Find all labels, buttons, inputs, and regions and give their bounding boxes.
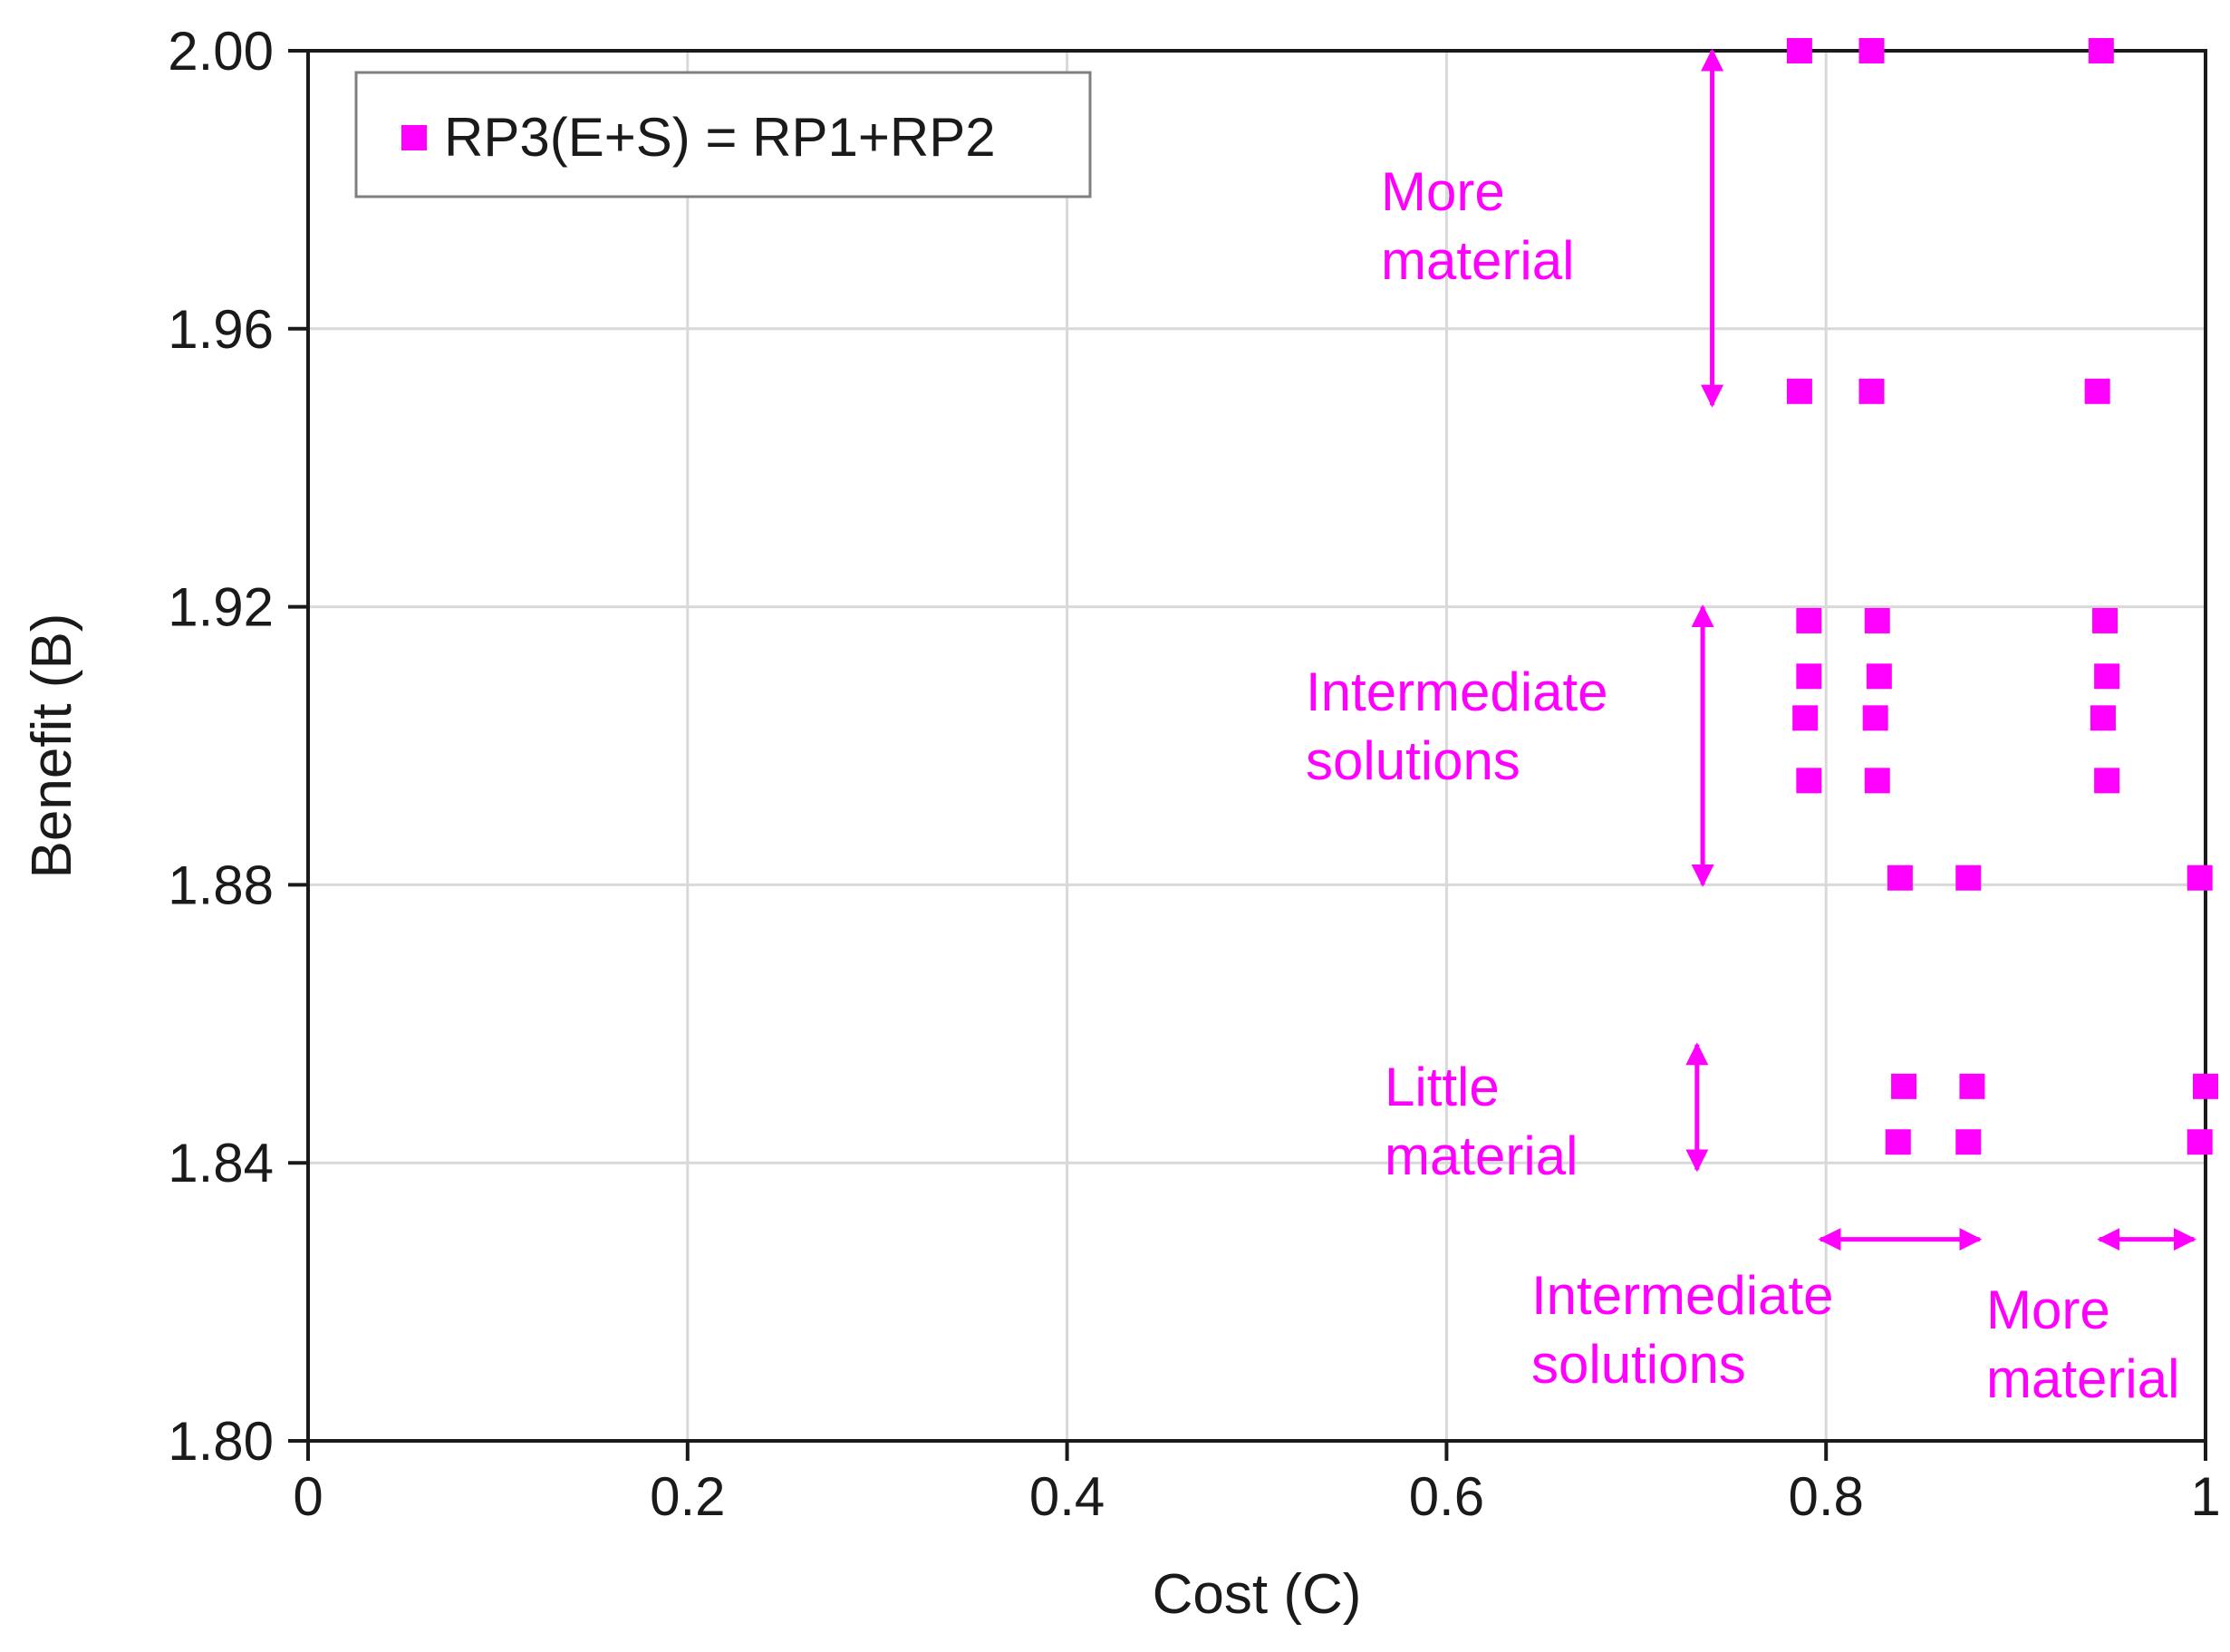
y-tick-label: 1.80 <box>168 1411 274 1472</box>
annotation-label: Intermediate <box>1306 662 1608 722</box>
data-point <box>1786 378 1812 404</box>
y-tick-label: 1.88 <box>168 855 274 915</box>
data-points <box>1786 38 2218 1155</box>
data-point <box>1864 768 1890 794</box>
data-point <box>1955 865 1982 891</box>
data-point <box>2092 607 2119 633</box>
annotation-label: solutions <box>1306 730 1520 791</box>
data-point <box>2084 378 2110 404</box>
legend-marker <box>401 125 427 150</box>
y-tick-label: 1.92 <box>168 577 274 638</box>
data-point <box>1862 705 1888 731</box>
x-tick-label: 0.8 <box>1788 1466 1863 1527</box>
data-point <box>2193 1073 2218 1099</box>
y-tick-label: 2.00 <box>168 21 274 82</box>
data-point <box>2187 1129 2213 1155</box>
annotation-label: solutions <box>1531 1334 1746 1395</box>
grid <box>308 51 2206 1441</box>
data-point <box>1796 663 1822 690</box>
legend: RP3(E+S) = RP1+RP2 <box>354 71 1092 198</box>
data-point <box>1866 663 1892 690</box>
annotation-label: Intermediate <box>1531 1265 1834 1326</box>
x-tick-label: 0.6 <box>1409 1466 1484 1527</box>
data-point <box>2090 705 2116 731</box>
data-point <box>2088 38 2114 63</box>
data-point <box>1885 1129 1911 1155</box>
annotation-label: material <box>1385 1125 1578 1186</box>
data-point <box>1864 607 1890 633</box>
data-point <box>1858 38 1885 63</box>
x-tick-label: 0.4 <box>1029 1466 1105 1527</box>
y-tick-label: 1.84 <box>168 1133 274 1193</box>
x-tick-label: 0.2 <box>650 1466 725 1527</box>
annotations: More material Intermediate solutions Little m… <box>1306 48 2196 1409</box>
y-axis-title: Benefit (B) <box>21 613 83 879</box>
data-point <box>1792 705 1819 731</box>
x-tick-label: 1 <box>2190 1466 2220 1527</box>
x-axis-title: Cost (C) <box>1153 1563 1362 1626</box>
data-point <box>2094 663 2120 690</box>
data-point <box>1959 1073 1985 1099</box>
y-tick-label: 1.96 <box>168 299 274 360</box>
data-point <box>1955 1129 1982 1155</box>
data-point <box>2187 865 2213 891</box>
annotation-label: Little <box>1385 1057 1500 1117</box>
annotation-label: More <box>1986 1280 2110 1340</box>
axis-ticks: 0 0.2 0.4 0.6 0.8 1 1.80 1.84 1.88 1.92 1.96 2.00 <box>168 21 2220 1527</box>
x-tick-label: 0 <box>293 1466 323 1527</box>
annotation-label: material <box>1381 230 1574 291</box>
data-point <box>1887 865 1913 891</box>
data-point <box>1796 768 1822 794</box>
annotation-label: More <box>1381 161 1505 222</box>
legend-box <box>354 71 1092 198</box>
data-point <box>2094 768 2120 794</box>
data-point <box>1858 378 1885 404</box>
data-point <box>1796 607 1822 633</box>
plot-frame <box>306 49 2207 1443</box>
data-point <box>1786 38 1812 63</box>
legend-label: RP3(E+S) = RP1+RP2 <box>444 107 996 168</box>
data-point <box>1891 1073 1917 1099</box>
annotation-label: material <box>1986 1348 2179 1409</box>
